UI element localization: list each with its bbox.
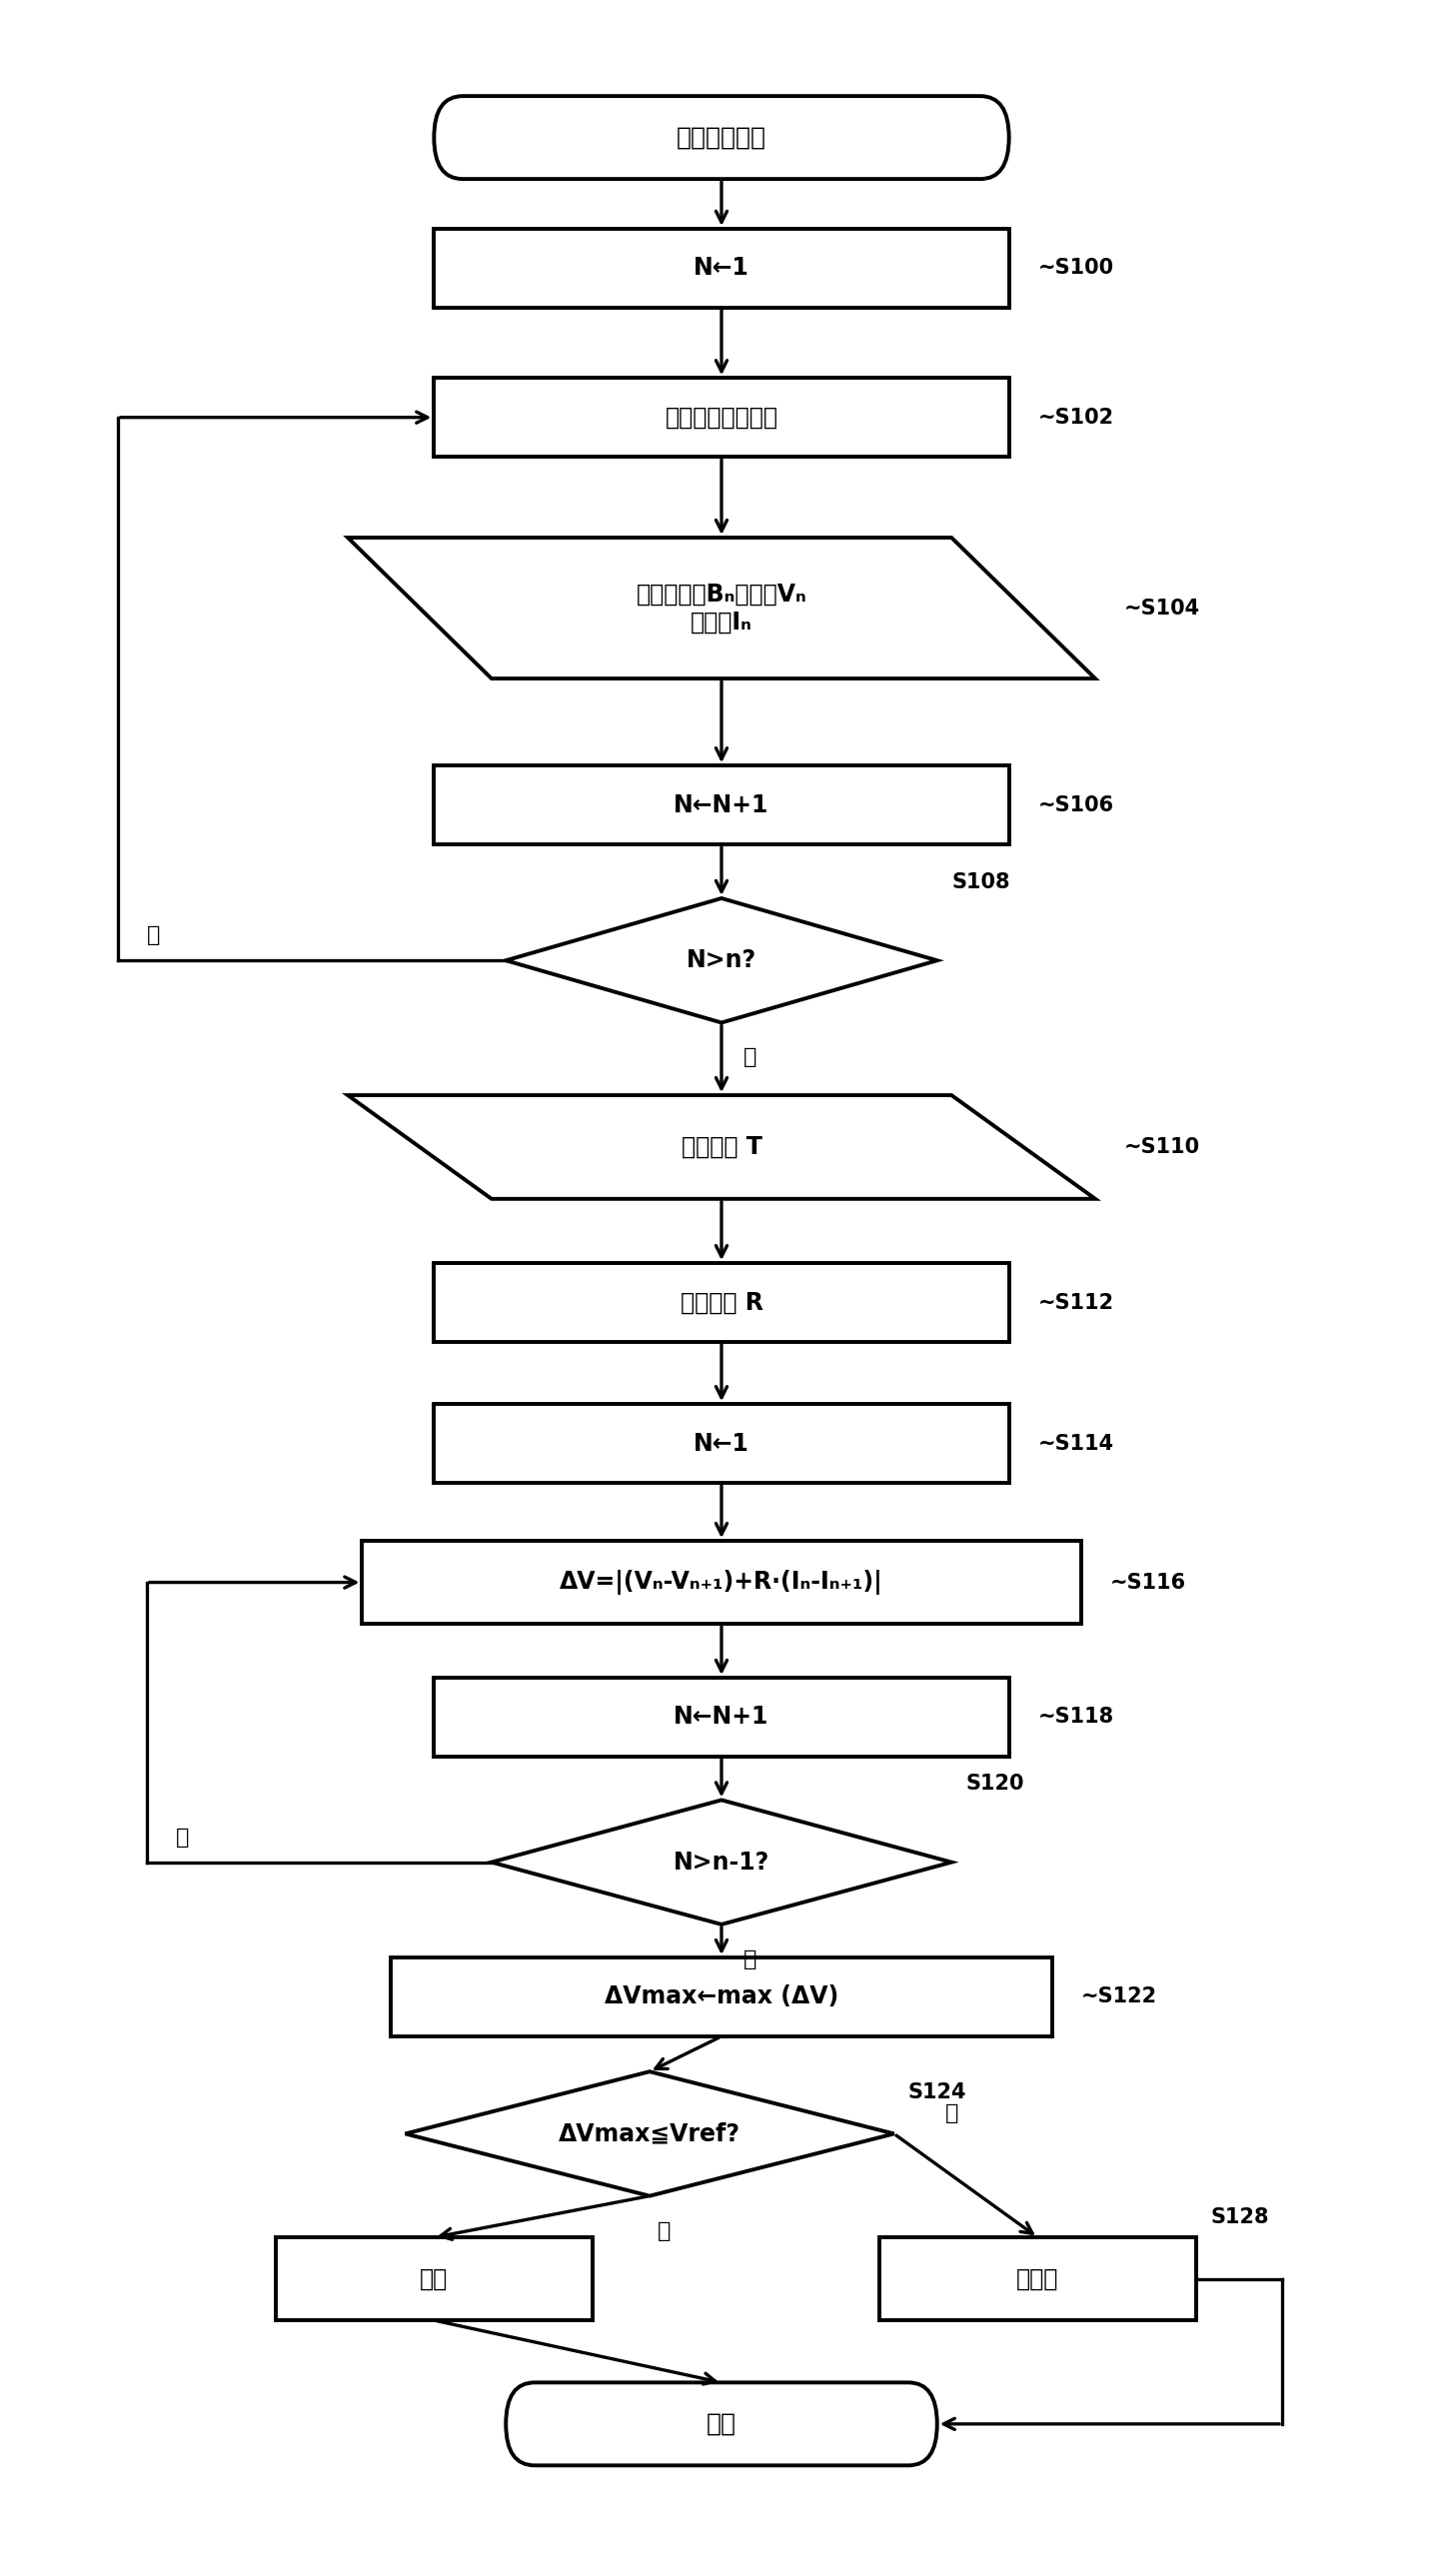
- Text: S124: S124: [908, 2081, 967, 2102]
- Text: ~S122: ~S122: [1081, 1986, 1157, 2007]
- Text: 过放电: 过放电: [1016, 2267, 1059, 2290]
- Text: ~S106: ~S106: [1038, 796, 1114, 814]
- Text: 否: 否: [147, 925, 160, 945]
- Text: S120: S120: [965, 1775, 1025, 1793]
- Text: ~S116: ~S116: [1110, 1571, 1186, 1592]
- FancyBboxPatch shape: [434, 95, 1009, 178]
- Text: N←N+1: N←N+1: [674, 1705, 769, 1728]
- FancyBboxPatch shape: [506, 2383, 937, 2465]
- FancyBboxPatch shape: [434, 1677, 1009, 1757]
- Text: ~S100: ~S100: [1038, 258, 1114, 278]
- Text: ~S114: ~S114: [1038, 1432, 1114, 1453]
- Text: 返回: 返回: [707, 2411, 736, 2437]
- Text: ΔVmax≦Vref?: ΔVmax≦Vref?: [558, 2123, 740, 2146]
- Text: 读取温度 T: 读取温度 T: [681, 1136, 762, 1159]
- FancyBboxPatch shape: [276, 2239, 592, 2321]
- FancyBboxPatch shape: [362, 1540, 1081, 1623]
- FancyBboxPatch shape: [434, 1262, 1009, 1342]
- Text: ~S102: ~S102: [1038, 407, 1114, 428]
- Text: ΔV=|(Vₙ-Vₙ₊₁)+R·(Iₙ-Iₙ₊₁)|: ΔV=|(Vₙ-Vₙ₊₁)+R·(Iₙ-Iₙ₊₁)|: [560, 1569, 883, 1595]
- Text: 正常: 正常: [420, 2267, 449, 2290]
- Text: 得出内阻 R: 得出内阻 R: [680, 1291, 763, 1314]
- Text: N>n?: N>n?: [687, 948, 756, 974]
- Text: 输出转接指令信号: 输出转接指令信号: [665, 404, 778, 430]
- Text: ~S110: ~S110: [1124, 1136, 1201, 1157]
- Text: ~S112: ~S112: [1038, 1293, 1114, 1314]
- Text: 异常判定程序: 异常判定程序: [677, 126, 766, 149]
- Text: N←1: N←1: [694, 255, 749, 281]
- Polygon shape: [405, 2071, 895, 2195]
- Text: 是: 是: [658, 2221, 671, 2241]
- FancyBboxPatch shape: [434, 379, 1009, 456]
- Text: N←1: N←1: [694, 1432, 749, 1455]
- Text: 是: 是: [743, 1950, 758, 1968]
- Text: ΔVmax←max (ΔV): ΔVmax←max (ΔV): [605, 1986, 838, 2009]
- Text: S128: S128: [1211, 2208, 1268, 2228]
- FancyBboxPatch shape: [880, 2239, 1196, 2321]
- Text: 否: 否: [176, 1826, 189, 1847]
- Polygon shape: [506, 899, 937, 1023]
- Polygon shape: [348, 538, 1095, 677]
- Polygon shape: [348, 1095, 1095, 1198]
- Text: ~S104: ~S104: [1124, 598, 1201, 618]
- Text: ~S118: ~S118: [1038, 1708, 1114, 1726]
- Text: 否: 否: [945, 2102, 958, 2123]
- Text: 是: 是: [743, 1048, 758, 1066]
- FancyBboxPatch shape: [434, 1404, 1009, 1484]
- FancyBboxPatch shape: [434, 229, 1009, 307]
- FancyBboxPatch shape: [434, 765, 1009, 845]
- Text: N←N+1: N←N+1: [674, 793, 769, 817]
- Polygon shape: [492, 1801, 951, 1924]
- Text: S108: S108: [951, 873, 1010, 891]
- FancyBboxPatch shape: [391, 1958, 1052, 2038]
- Text: 读取电池块Bₙ的电压Vₙ
和电流Iₙ: 读取电池块Bₙ的电压Vₙ 和电流Iₙ: [636, 582, 807, 634]
- Text: N>n-1?: N>n-1?: [674, 1850, 769, 1875]
